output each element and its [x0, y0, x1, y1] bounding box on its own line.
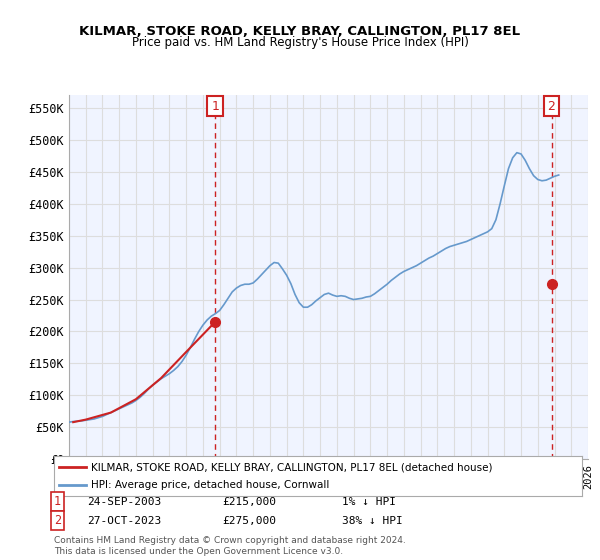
Text: 2: 2	[54, 514, 61, 526]
Text: HPI: Average price, detached house, Cornwall: HPI: Average price, detached house, Corn…	[91, 479, 329, 489]
Text: £215,000: £215,000	[222, 497, 276, 507]
Text: 2: 2	[548, 100, 556, 113]
Text: Contains HM Land Registry data © Crown copyright and database right 2024.
This d: Contains HM Land Registry data © Crown c…	[54, 536, 406, 556]
Text: 1: 1	[211, 100, 219, 113]
Text: KILMAR, STOKE ROAD, KELLY BRAY, CALLINGTON, PL17 8EL (detached house): KILMAR, STOKE ROAD, KELLY BRAY, CALLINGT…	[91, 463, 493, 473]
Text: KILMAR, STOKE ROAD, KELLY BRAY, CALLINGTON, PL17 8EL: KILMAR, STOKE ROAD, KELLY BRAY, CALLINGT…	[79, 25, 521, 38]
Text: 38% ↓ HPI: 38% ↓ HPI	[342, 516, 403, 526]
Text: Price paid vs. HM Land Registry's House Price Index (HPI): Price paid vs. HM Land Registry's House …	[131, 36, 469, 49]
Text: 27-OCT-2023: 27-OCT-2023	[87, 516, 161, 526]
Text: 1% ↓ HPI: 1% ↓ HPI	[342, 497, 396, 507]
Text: £275,000: £275,000	[222, 516, 276, 526]
Text: 24-SEP-2003: 24-SEP-2003	[87, 497, 161, 507]
Text: 1: 1	[54, 495, 61, 508]
